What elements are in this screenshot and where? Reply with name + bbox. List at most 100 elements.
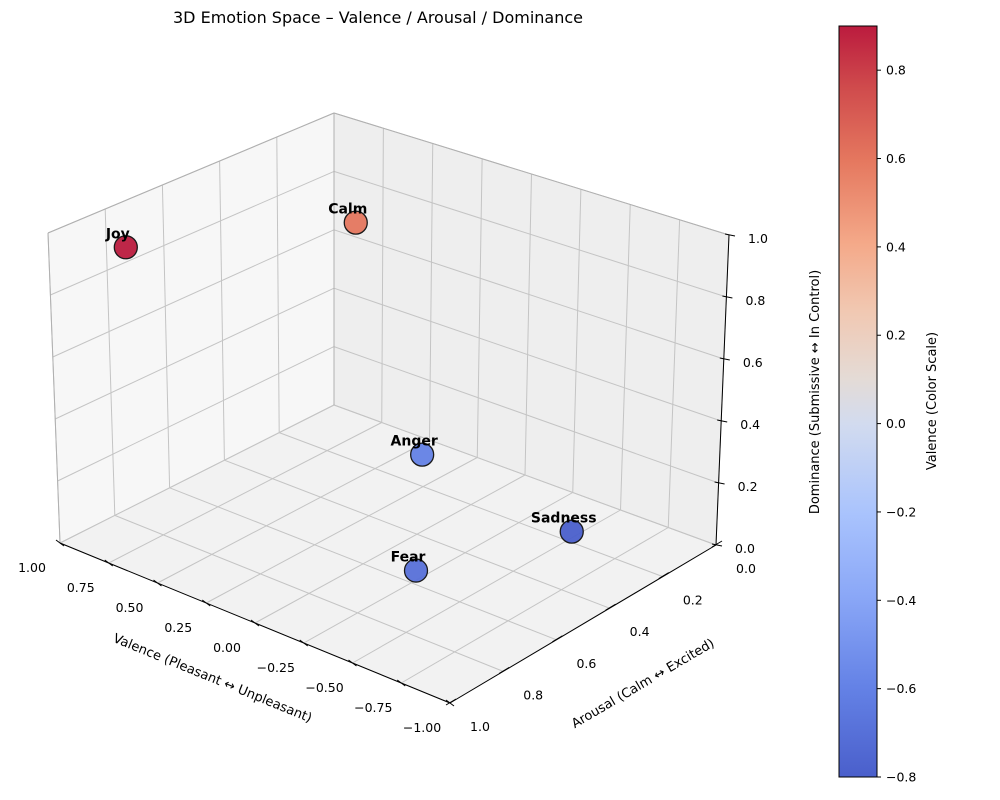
grid-line-z-right — [333, 346, 719, 484]
floor-pane — [60, 405, 716, 703]
z-tick-label: 0.8 — [745, 293, 765, 308]
chart-title: 3D Emotion Space – Valence / Arousal / D… — [173, 8, 583, 27]
right-wall-pane — [334, 113, 729, 545]
grid-line-x-wall — [667, 219, 681, 528]
z-tick-label: 0.6 — [743, 355, 763, 370]
y-tick-mark — [711, 540, 723, 548]
grid-line-y-floor — [279, 432, 663, 578]
data-point-anger: Anger — [391, 434, 438, 467]
x-tick-mark — [250, 619, 260, 627]
point-label: Sadness — [531, 511, 597, 527]
z-axis-line — [715, 234, 730, 546]
x-tick-label: −0.25 — [257, 660, 295, 675]
y-tick-mark — [552, 635, 563, 643]
y-tick-label: 1.0 — [470, 719, 490, 734]
grid-line-x-wall — [572, 189, 582, 493]
grid-line-z-left — [52, 229, 335, 358]
grid-line-z-right — [333, 404, 717, 546]
x-tick-label: −0.50 — [305, 680, 343, 695]
z-tick-label: 1.0 — [748, 231, 768, 246]
point-marker — [343, 210, 368, 235]
z-tick-mark — [724, 233, 736, 237]
x-tick-mark — [153, 579, 162, 587]
data-point-joy: Joy — [105, 226, 138, 260]
colorbar-tick-label: −0.8 — [886, 770, 916, 785]
data-point-sadness: Sadness — [531, 511, 597, 544]
grid-line-x-floor — [206, 457, 478, 604]
grid-line-x-wall — [476, 158, 483, 458]
grid-line-x-floor — [157, 439, 430, 584]
z-axis-label: Dominance (Submissive ↔ In Control) — [808, 270, 823, 514]
y-tick-label: 0.2 — [683, 593, 703, 608]
x-tick-label: −1.00 — [403, 720, 441, 735]
grid-line-z-left — [59, 404, 335, 544]
grid-line-y-floor — [169, 487, 557, 641]
x-tick-label: 1.00 — [18, 560, 46, 575]
z-tick-mark — [717, 419, 728, 423]
point-label: Anger — [391, 434, 438, 450]
grid-line-x-wall — [524, 173, 532, 476]
y-tick-label: 0.8 — [523, 687, 543, 702]
y-tick-label: 0.0 — [736, 561, 756, 576]
grid-line-y-wall — [161, 184, 171, 488]
grid-line-z-right — [333, 229, 724, 360]
x-tick-mark — [201, 599, 211, 607]
grid-line-y-floor — [224, 459, 610, 609]
x-tick-mark — [299, 639, 309, 647]
y-tick-mark — [658, 572, 670, 580]
z-tick-mark — [711, 543, 723, 547]
point-label: Fear — [391, 550, 426, 566]
colorbar-tick-label: 0.0 — [886, 416, 906, 431]
pane-edge — [47, 232, 61, 544]
colorbar-tick-label: 0.8 — [886, 63, 906, 78]
colorbar-tick-label: −0.2 — [886, 504, 916, 519]
x-tick-mark — [104, 559, 114, 567]
left-wall-pane — [48, 113, 334, 543]
y-tick-mark — [445, 698, 457, 706]
grid-line-y-wall — [104, 208, 116, 516]
y-tick-mark — [498, 666, 510, 674]
x-tick-label: 0.75 — [67, 580, 95, 595]
grid-line-x-floor — [400, 527, 669, 684]
y-tick-label: 0.4 — [630, 624, 650, 639]
point-label: Calm — [328, 202, 367, 218]
pane-edge — [47, 112, 335, 234]
point-marker — [559, 519, 584, 544]
axes-ticks: 1.00 0.75 0.50 0.25 0.00 −0.25 −0.50 −0.75 −1.00… — [18, 231, 768, 735]
grid-line-x-floor — [108, 422, 382, 564]
colorbar-tick-label: −0.4 — [886, 593, 916, 608]
grid-line-y-wall — [276, 136, 280, 433]
grid-line-z-right — [333, 287, 722, 422]
z-tick-label: 0.4 — [740, 417, 760, 432]
axes-panes — [48, 113, 729, 703]
point-label: Joy — [105, 226, 130, 242]
point-marker — [403, 558, 429, 583]
colorbar-tick-label: 0.6 — [886, 151, 906, 166]
grid-line-z-left — [50, 170, 335, 296]
colorbar-tick-label: 0.4 — [886, 239, 906, 254]
grid-line-x-wall — [429, 143, 434, 441]
colorbar-gradient — [838, 25, 878, 778]
grid-line-y-floor — [114, 514, 504, 672]
z-tick-mark — [714, 481, 725, 485]
colorbar: −0.8 −0.6 −0.4 −0.2 0.0 0.2 0.4 0.6 0.8 Valence … — [838, 25, 940, 785]
grid-line-z-left — [57, 346, 335, 482]
data-point-calm: Calm — [328, 202, 368, 235]
x-tick-label: 0.00 — [213, 640, 241, 655]
point-marker — [410, 442, 435, 467]
colorbar-tick-label: 0.2 — [886, 328, 906, 343]
z-tick-label: 0.2 — [738, 479, 758, 494]
colorbar-label: Valence (Color Scale) — [925, 332, 940, 470]
y-tick-label: 0.6 — [576, 656, 596, 671]
x-tick-label: −0.75 — [354, 700, 392, 715]
grid-line-z-right — [333, 170, 727, 298]
z-tick-mark — [722, 295, 733, 299]
y-axis-label: Arousal (Calm ↔ Excited) — [569, 636, 717, 732]
grid-line-x-floor — [303, 492, 573, 644]
grid-line-z-left — [54, 287, 335, 420]
grid-line-y-wall — [219, 160, 225, 461]
x-tick-label: 0.25 — [164, 620, 192, 635]
z-tick-label: 0.0 — [735, 541, 755, 556]
colorbar-tick-label: −0.6 — [886, 681, 916, 696]
